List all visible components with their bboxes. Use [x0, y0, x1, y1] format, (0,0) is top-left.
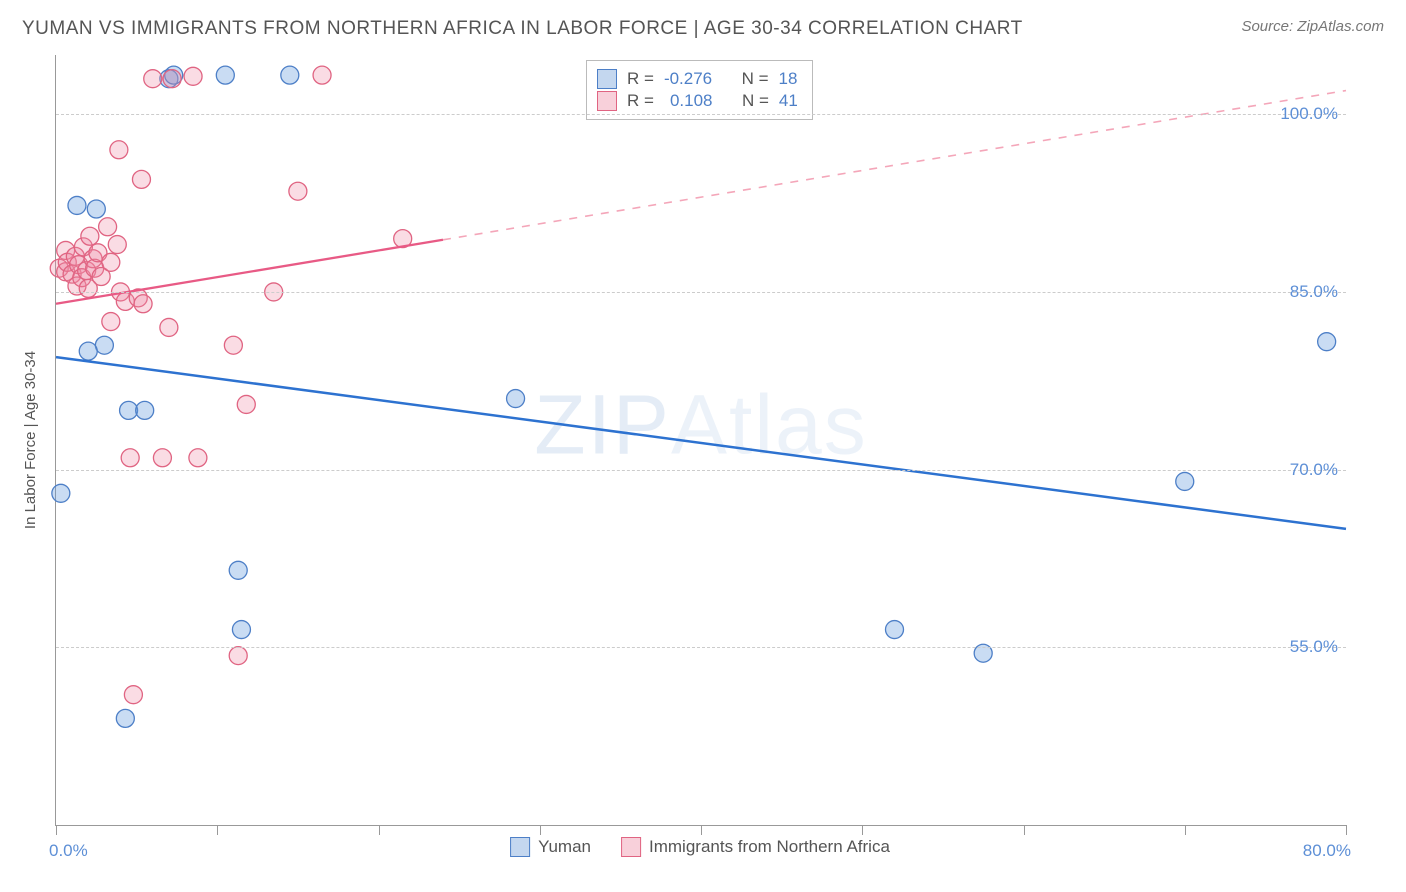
- data-point: [216, 66, 234, 84]
- data-point: [79, 342, 97, 360]
- correlation-row-yuman: R = -0.276 N = 18: [597, 69, 798, 89]
- legend-item-yuman: Yuman: [510, 837, 591, 857]
- data-point: [144, 70, 162, 88]
- correlation-row-immigrants: R = 0.108 N = 41: [597, 91, 798, 111]
- data-point: [232, 621, 250, 639]
- data-point: [184, 67, 202, 85]
- data-point: [163, 70, 181, 88]
- r-value-yuman: -0.276: [664, 69, 712, 89]
- square-icon: [597, 69, 617, 89]
- data-point: [102, 313, 120, 331]
- y-tick-label: 70.0%: [1290, 460, 1338, 480]
- data-point: [289, 182, 307, 200]
- x-tick: [217, 825, 218, 835]
- data-point: [134, 295, 152, 313]
- data-point: [87, 200, 105, 218]
- n-value-yuman: 18: [779, 69, 798, 89]
- square-icon: [597, 91, 617, 111]
- x-tick: [862, 825, 863, 835]
- plot-svg: [56, 55, 1346, 825]
- series-legend: Yuman Immigrants from Northern Africa: [510, 837, 890, 857]
- r-label: R =: [627, 69, 654, 89]
- square-icon: [621, 837, 641, 857]
- grid-line: [56, 114, 1346, 115]
- y-tick-label: 55.0%: [1290, 637, 1338, 657]
- legend-item-immigrants: Immigrants from Northern Africa: [621, 837, 890, 857]
- data-point: [1318, 333, 1336, 351]
- data-point: [120, 401, 138, 419]
- data-point: [886, 621, 904, 639]
- data-point: [132, 170, 150, 188]
- x-max-label: 80.0%: [1303, 841, 1351, 861]
- data-point: [68, 196, 86, 214]
- data-point: [229, 647, 247, 665]
- y-axis-title: In Labor Force | Age 30-34: [22, 351, 39, 529]
- r-value-immigrants: 0.108: [664, 91, 713, 111]
- plot-area: ZIPAtlas R = -0.276 N = 18 R = 0.108 N =…: [55, 55, 1346, 826]
- legend-label-yuman: Yuman: [538, 837, 591, 857]
- data-point: [160, 318, 178, 336]
- n-label: N =: [742, 91, 769, 111]
- r-label: R =: [627, 91, 654, 111]
- x-tick: [1346, 825, 1347, 835]
- data-point: [153, 449, 171, 467]
- trend-line: [56, 357, 1346, 529]
- data-point: [229, 561, 247, 579]
- n-value-immigrants: 41: [779, 91, 798, 111]
- grid-line: [56, 292, 1346, 293]
- chart-title: YUMAN VS IMMIGRANTS FROM NORTHERN AFRICA…: [22, 18, 1023, 40]
- legend-label-immigrants: Immigrants from Northern Africa: [649, 837, 890, 857]
- source-label: Source: ZipAtlas.com: [1241, 18, 1384, 35]
- square-icon: [510, 837, 530, 857]
- data-point: [99, 218, 117, 236]
- plot-container: ZIPAtlas R = -0.276 N = 18 R = 0.108 N =…: [55, 55, 1345, 825]
- data-point: [281, 66, 299, 84]
- trend-line: [443, 91, 1346, 240]
- data-point: [108, 236, 126, 254]
- data-point: [102, 253, 120, 271]
- x-tick: [540, 825, 541, 835]
- x-tick: [1185, 825, 1186, 835]
- x-tick: [379, 825, 380, 835]
- data-point: [116, 709, 134, 727]
- data-point: [110, 141, 128, 159]
- x-min-label: 0.0%: [49, 841, 88, 861]
- data-point: [189, 449, 207, 467]
- data-point: [313, 66, 331, 84]
- data-point: [95, 336, 113, 354]
- data-point: [224, 336, 242, 354]
- grid-line: [56, 647, 1346, 648]
- data-point: [121, 449, 139, 467]
- data-point: [136, 401, 154, 419]
- data-point: [507, 390, 525, 408]
- x-tick: [1024, 825, 1025, 835]
- data-point: [81, 227, 99, 245]
- data-point: [1176, 472, 1194, 490]
- grid-line: [56, 470, 1346, 471]
- data-point: [52, 484, 70, 502]
- x-tick: [56, 825, 57, 835]
- correlation-legend: R = -0.276 N = 18 R = 0.108 N = 41: [586, 60, 813, 120]
- data-point: [124, 686, 142, 704]
- data-point: [237, 395, 255, 413]
- n-label: N =: [742, 69, 769, 89]
- y-tick-label: 85.0%: [1290, 282, 1338, 302]
- x-tick: [701, 825, 702, 835]
- y-tick-label: 100.0%: [1280, 104, 1338, 124]
